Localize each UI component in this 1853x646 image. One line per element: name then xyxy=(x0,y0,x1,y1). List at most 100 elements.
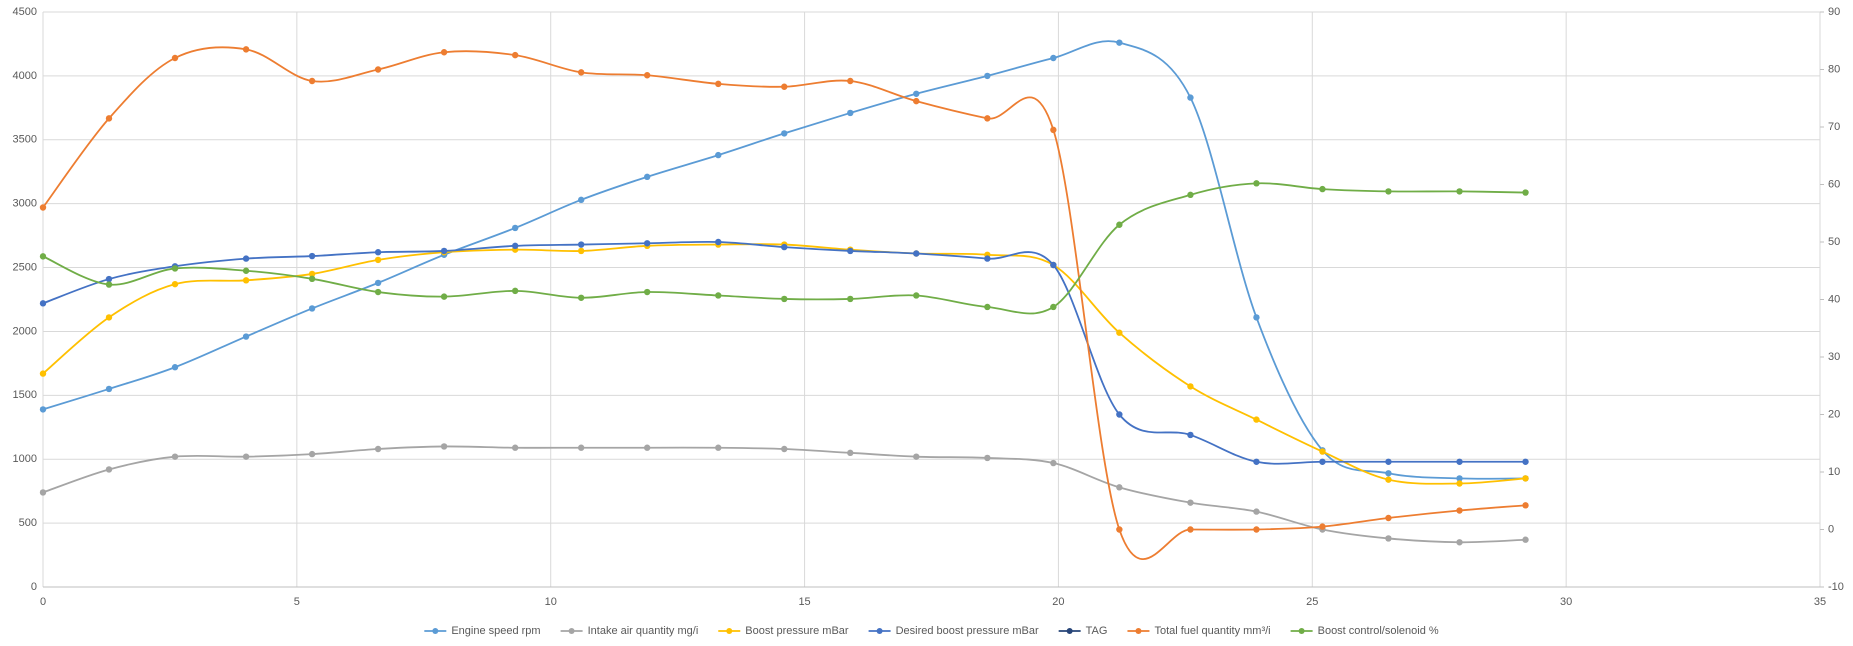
data-point xyxy=(1385,188,1392,195)
data-point xyxy=(847,77,854,85)
data-point xyxy=(1050,303,1057,311)
data-point xyxy=(1385,514,1392,522)
data-point xyxy=(1116,39,1123,46)
data-point xyxy=(511,51,519,59)
data-point xyxy=(308,252,316,260)
legend-marker xyxy=(876,628,883,634)
data-point xyxy=(913,90,920,97)
x-tick-label: 0 xyxy=(40,596,46,608)
data-point xyxy=(847,109,854,117)
data-point xyxy=(308,305,316,312)
data-point xyxy=(242,267,250,274)
data-point xyxy=(511,287,519,295)
data-point xyxy=(984,454,991,462)
data-point xyxy=(1319,448,1326,455)
data-point xyxy=(1187,191,1194,199)
data-point xyxy=(643,288,651,296)
legend-marker xyxy=(1298,628,1305,634)
legend-marker xyxy=(568,628,575,634)
data-point xyxy=(171,364,179,371)
data-point xyxy=(374,279,382,287)
data-point xyxy=(1253,314,1260,321)
data-point xyxy=(715,444,722,451)
legend-label: Engine speed rpm xyxy=(451,625,540,637)
data-point xyxy=(1187,383,1194,390)
x-tick-label: 5 xyxy=(294,596,300,608)
data-point xyxy=(511,444,519,451)
data-point xyxy=(847,247,854,255)
data-point xyxy=(1050,54,1057,62)
data-point xyxy=(913,292,920,299)
y-tick-label: 1000 xyxy=(13,453,37,465)
data-point xyxy=(171,54,179,62)
legend-label: Total fuel quantity mm³/i xyxy=(1154,625,1270,637)
data-point xyxy=(374,66,382,73)
data-point xyxy=(1319,458,1326,465)
y2-tick-label: -10 xyxy=(1828,581,1844,593)
data-point xyxy=(1385,535,1392,542)
data-point xyxy=(105,281,113,288)
data-point xyxy=(1116,411,1123,418)
data-point xyxy=(984,255,991,262)
data-point xyxy=(105,275,113,283)
y-tick-label: 4000 xyxy=(13,70,37,82)
y-tick-label: 3500 xyxy=(13,134,37,146)
y-tick-label: 1500 xyxy=(13,389,37,401)
y2-tick-label: 80 xyxy=(1828,63,1840,75)
data-point xyxy=(577,247,585,255)
y2-tick-label: 10 xyxy=(1828,466,1840,478)
legend-label: TAG xyxy=(1086,625,1108,637)
data-point xyxy=(39,204,47,211)
y2-tick-label: 30 xyxy=(1828,351,1840,363)
legend-item: Total fuel quantity mm³/i xyxy=(1127,625,1271,637)
y-tick-label: 2000 xyxy=(13,325,37,337)
data-point xyxy=(781,295,788,303)
legend-label: Intake air quantity mg/i xyxy=(588,625,699,637)
legend-label: Boost control/solenoid % xyxy=(1318,625,1439,637)
data-point xyxy=(1050,126,1057,134)
data-point xyxy=(374,249,382,256)
data-point xyxy=(1253,508,1260,515)
data-point xyxy=(171,265,179,272)
data-point xyxy=(1522,536,1529,543)
data-point xyxy=(1385,476,1392,483)
data-point xyxy=(1456,475,1463,482)
data-point xyxy=(1456,458,1463,465)
data-point xyxy=(308,450,316,458)
data-point xyxy=(105,466,113,473)
data-point xyxy=(308,77,316,85)
data-point xyxy=(308,275,316,282)
data-point xyxy=(39,300,47,307)
legend-marker xyxy=(1135,628,1142,634)
data-point xyxy=(1385,458,1392,465)
data-point xyxy=(1253,180,1260,187)
x-tick-label: 20 xyxy=(1052,596,1064,608)
data-point xyxy=(39,253,47,260)
data-point xyxy=(781,445,788,453)
data-point xyxy=(643,240,651,247)
legend-marker xyxy=(1066,628,1073,634)
legend-marker xyxy=(726,628,733,634)
data-point xyxy=(308,270,316,278)
data-point xyxy=(577,196,585,204)
data-point xyxy=(39,406,47,413)
y-tick-label: 4500 xyxy=(13,6,37,18)
data-point xyxy=(105,115,113,122)
series-line xyxy=(42,240,1526,465)
data-point xyxy=(440,247,448,255)
data-point xyxy=(643,173,651,181)
data-point xyxy=(39,489,47,496)
data-point xyxy=(643,444,651,451)
data-point xyxy=(1319,523,1326,530)
data-point xyxy=(1253,458,1260,465)
legend-label: Boost pressure mBar xyxy=(745,625,849,637)
data-point xyxy=(715,151,722,159)
data-point xyxy=(1253,526,1260,533)
data-point xyxy=(171,280,179,288)
data-point xyxy=(1522,189,1529,196)
data-point xyxy=(39,370,47,377)
y2-tick-label: 40 xyxy=(1828,293,1840,305)
y-tick-label: 3000 xyxy=(13,198,37,210)
x-tick-label: 30 xyxy=(1560,596,1572,608)
